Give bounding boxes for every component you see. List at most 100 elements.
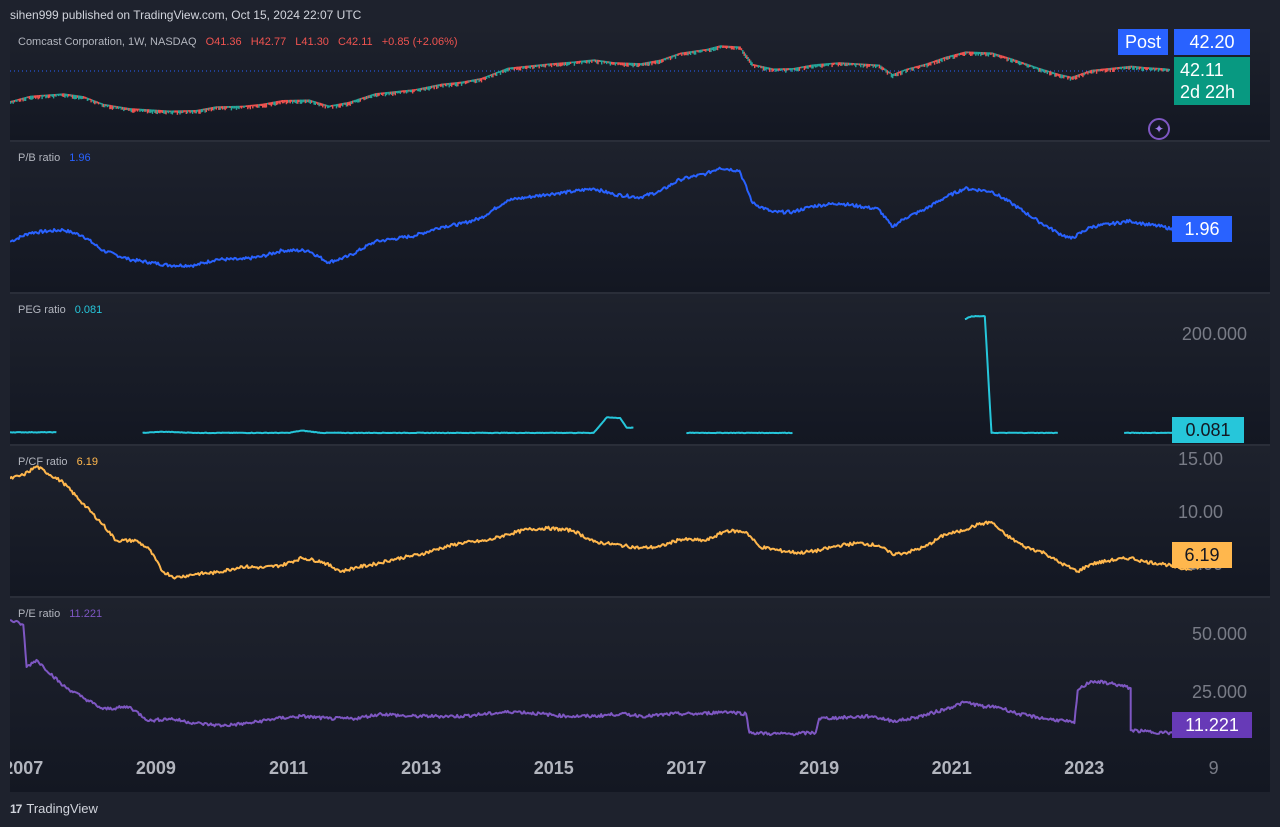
price-candle [578,60,581,64]
price-candle [384,92,387,97]
price-candle [315,101,318,104]
price-candle [997,54,1000,57]
price-candle [1124,66,1126,70]
peg-pane[interactable]: PEG ratio 0.081 200.000 0.081 [10,294,1270,444]
price-candle [502,69,504,74]
price-candle [58,93,60,97]
price-candle [966,51,968,54]
price-candle [387,91,389,94]
price-candle [1064,75,1066,77]
price-pane[interactable]: Comcast Corporation, 1W, NASDAQ O41.36 H… [10,26,1270,140]
price-candle [1081,73,1083,76]
price-candle [488,75,490,79]
price-candle [692,50,694,54]
series-line-p-b-ratio [10,166,1204,268]
price-candle [706,48,708,51]
price-candle [737,46,739,49]
pane-separator[interactable] [10,444,1270,446]
price-candle [1073,75,1075,79]
price-candle [1117,67,1119,70]
price-candle [1068,76,1070,79]
price-candle [1060,74,1062,79]
price-candle [549,63,552,66]
price-candle [1149,67,1151,71]
price-candle [345,102,348,107]
price-candle [957,53,959,56]
price-candle [840,62,842,66]
price-candle [1079,73,1082,76]
price-candle [381,92,383,95]
sparkle-icon[interactable]: ✦ [1148,118,1170,140]
price-candle [454,82,457,87]
price-candle [748,58,751,63]
price-candle [21,98,23,100]
price-candle [967,51,969,53]
price-candle [453,82,455,85]
price-candle [446,83,448,87]
price-candle [1025,63,1027,66]
price-candle [715,46,717,50]
price-candle [107,104,110,107]
price-candle [37,95,39,100]
price-candle [467,80,469,84]
price-candle [867,63,869,67]
pe-pane[interactable]: P/E ratio 11.221 50.000 25.000 11.221 [10,598,1270,792]
price-candle [797,67,799,71]
price-candle [66,93,69,98]
pb-pane[interactable]: P/B ratio 1.96 1.96 [10,142,1270,292]
price-candle [32,95,34,99]
price-candle [792,68,794,70]
price-candle [780,68,782,71]
pcf-pane[interactable]: P/CF ratio 6.19 15.00 10.00 5.00 6.19 [10,446,1270,596]
price-candle [141,108,144,112]
price-candle [981,52,983,55]
price-candle [738,46,740,50]
price-candle [754,64,756,69]
price-candle [298,99,300,102]
price-candle [900,70,902,76]
price-candle [702,49,704,51]
price-candle [1003,56,1006,59]
price-candle [728,45,730,49]
price-candle [230,106,233,111]
price-candle [307,99,309,102]
pane-separator[interactable] [10,596,1270,598]
price-candle [612,62,614,65]
price-candle [145,109,147,112]
price-candle [950,55,952,58]
price-candle [1152,67,1155,70]
price-candle [848,62,851,66]
price-candle [252,104,254,109]
price-candle [334,104,336,107]
price-candle [181,110,184,114]
footer-brand[interactable]: 17 TradingView [10,801,98,816]
price-candle [1054,72,1056,77]
chart-frame[interactable]: Comcast Corporation, 1W, NASDAQ O41.36 H… [10,26,1270,792]
price-candle [493,73,495,75]
price-candle [880,65,882,70]
price-candle [1024,62,1026,66]
pane-separator[interactable] [10,292,1270,294]
price-candle [213,106,215,111]
price-candle [1118,67,1120,69]
price-candle [36,95,38,98]
price-candle [553,63,555,66]
price-candle [978,51,981,55]
price-candle [757,65,760,68]
price-candle [317,102,319,105]
pane-separator[interactable] [10,140,1270,142]
price-candle [783,68,786,72]
price-candle [701,49,703,53]
price-candle [820,63,822,68]
price-candle [170,110,172,114]
price-candle [35,95,37,99]
price-candle [18,98,21,102]
price-candle [352,100,354,104]
price-candle [833,62,836,65]
price-candle [134,108,136,112]
price-candle [1156,67,1158,70]
price-candle [275,101,278,106]
price-candle [516,66,518,71]
price-candle [263,103,265,108]
price-candle [295,99,298,104]
